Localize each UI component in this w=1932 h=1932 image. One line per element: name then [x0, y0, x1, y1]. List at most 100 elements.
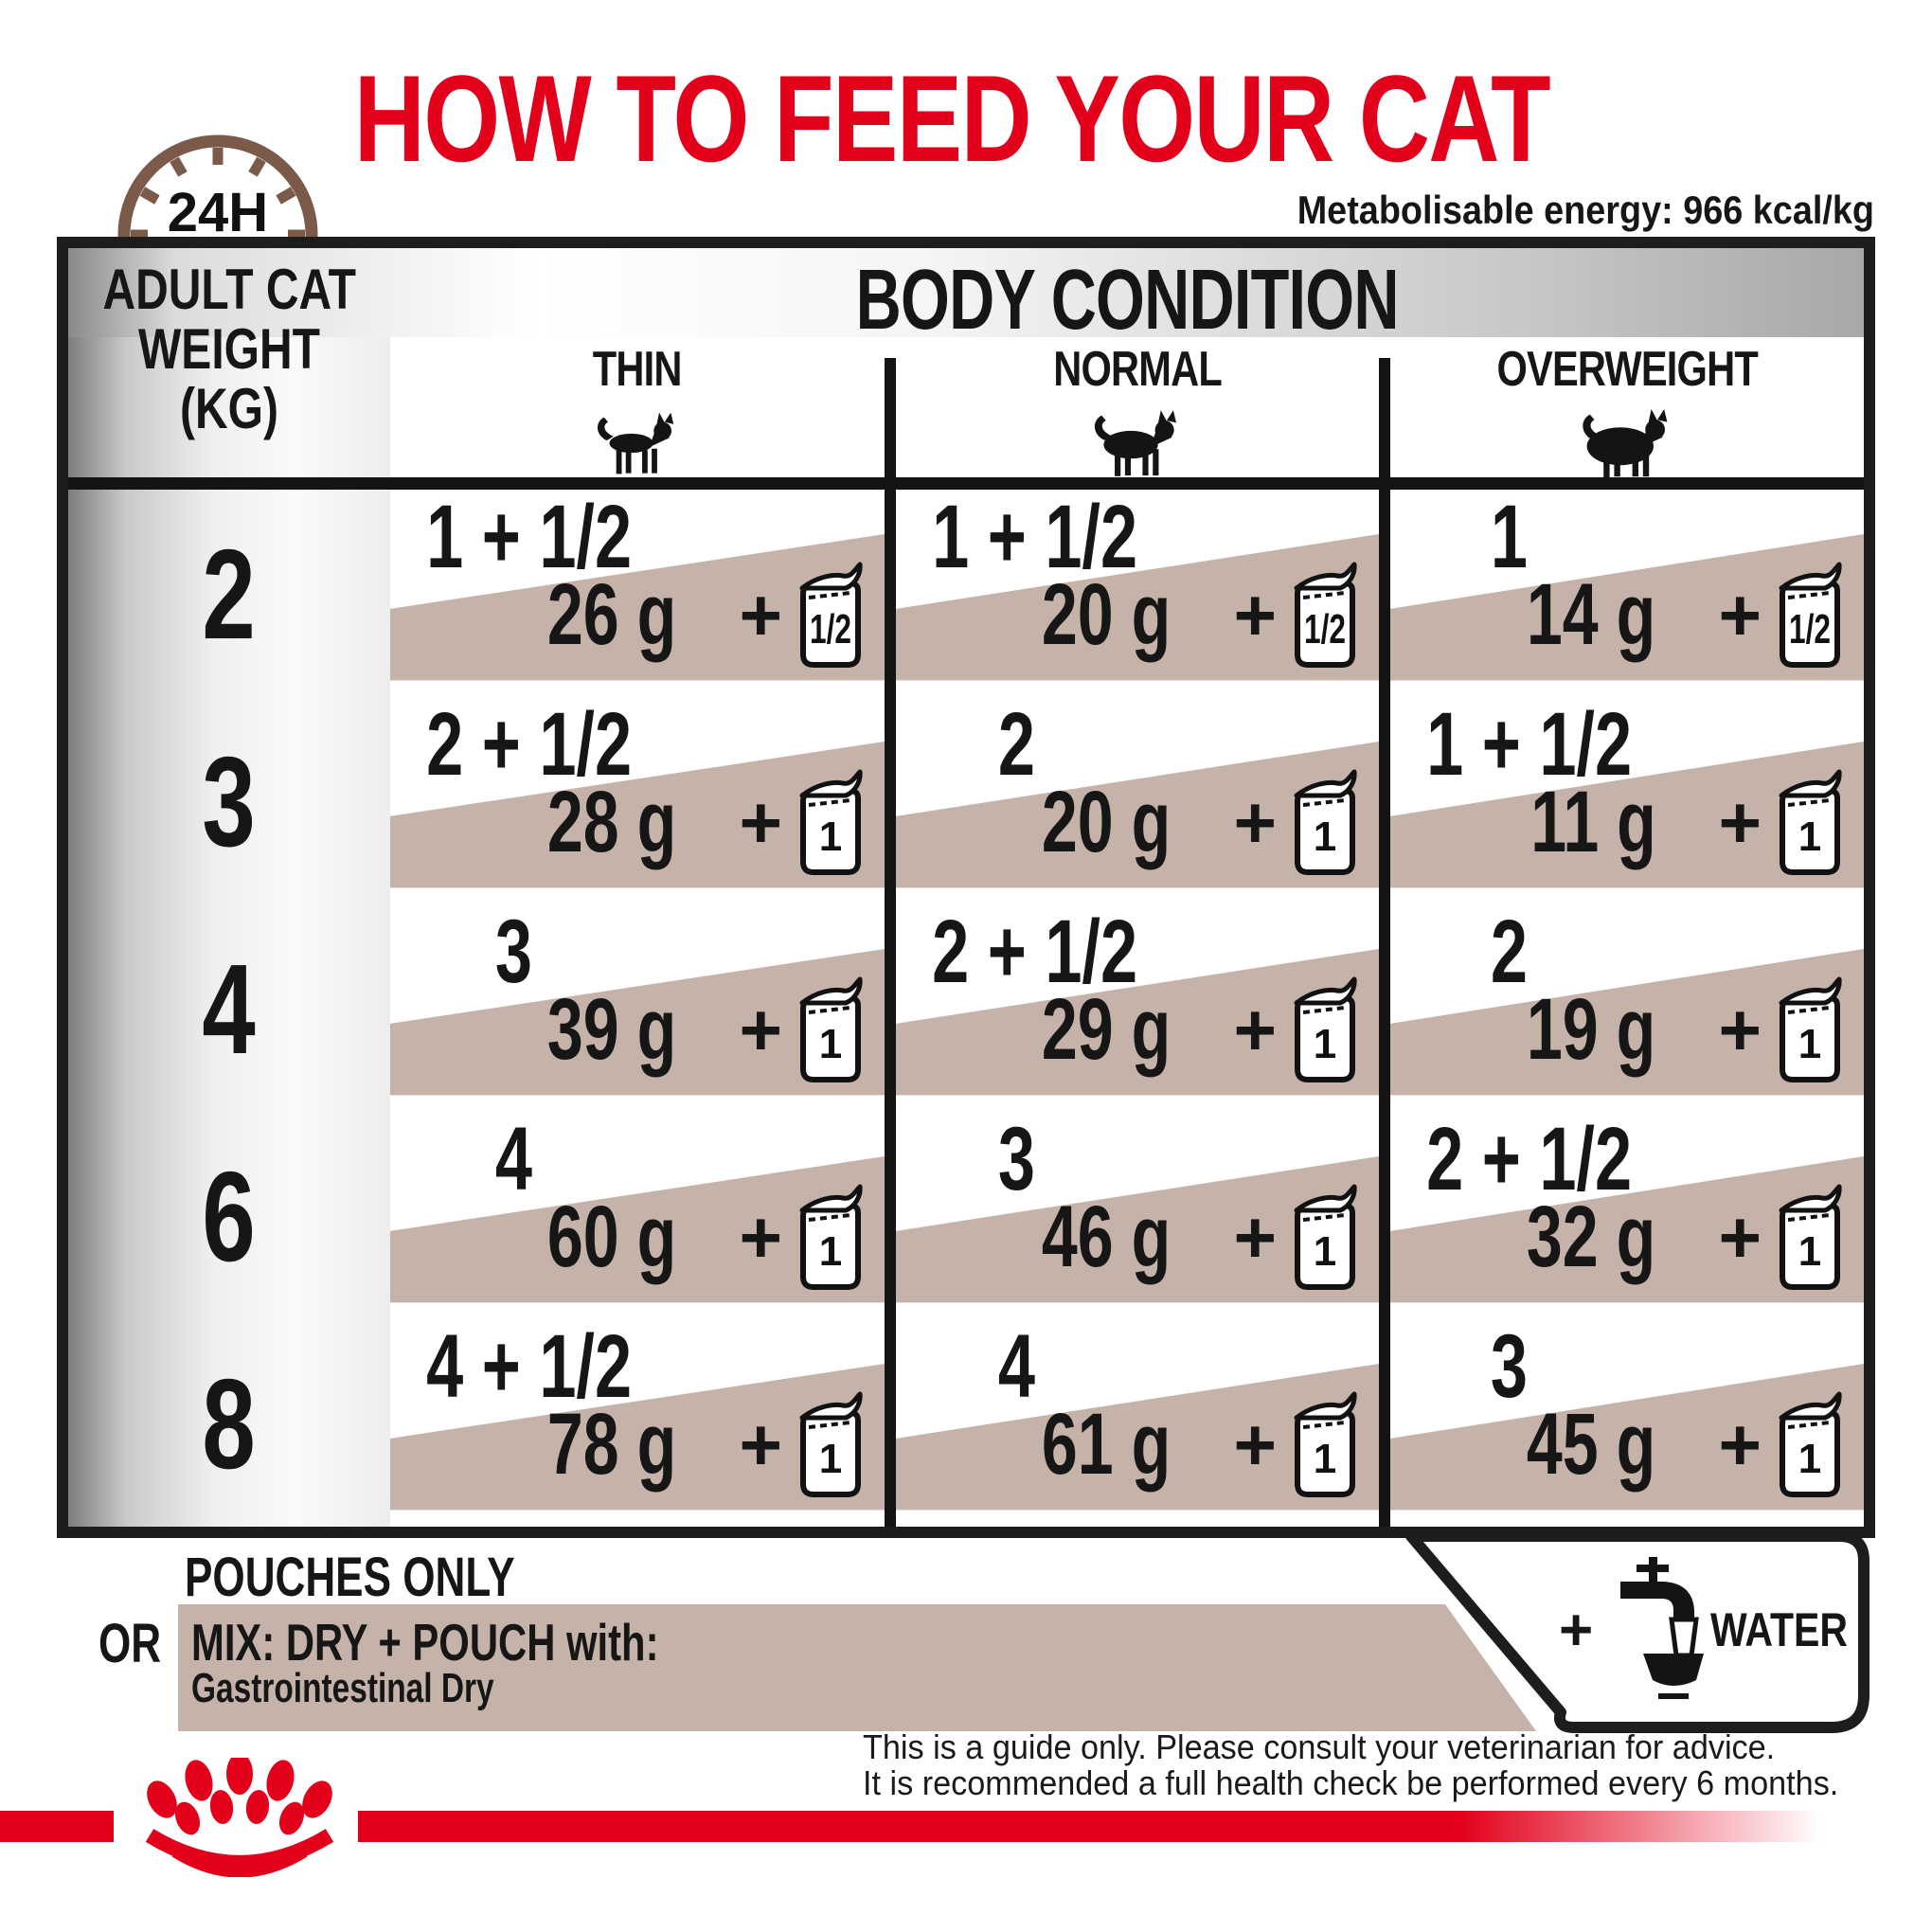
svg-text:1: 1: [819, 1021, 842, 1067]
svg-text:1: 1: [1314, 1436, 1336, 1482]
svg-text:1: 1: [1798, 814, 1821, 860]
weight-column-background: [68, 337, 390, 1527]
option-mix-label: MIX: DRY + POUCH with:: [191, 1613, 659, 1672]
energy-note: Metabolisable energy: 966 kcal/kg: [1297, 188, 1874, 232]
overweight-cat-icon: [1583, 409, 1668, 477]
weight-value: 4: [202, 938, 257, 1081]
water-box: [1360, 1513, 1883, 1741]
pouch-icon: 1/2: [1779, 562, 1842, 669]
plus-sign: +: [1233, 988, 1277, 1072]
dry-dose: 32 g + 1: [1504, 1179, 1864, 1296]
option-pouches-only: POUCHES ONLY: [185, 1547, 515, 1608]
dry-dose: 20 g + 1/2: [1019, 557, 1379, 673]
grams-value: 19 g: [1527, 981, 1656, 1079]
normal-cat-icon: [1094, 410, 1176, 476]
subheader-rule: [68, 477, 1864, 490]
plus-sign: +: [1718, 780, 1762, 865]
page-title: HOW TO FEED YOUR CAT: [353, 49, 1551, 188]
water-plus-sign: +: [1559, 1598, 1594, 1663]
pouch-icon: 1: [1779, 1391, 1842, 1498]
feeding-cell: 1 + 1/2 26 g + 1/2: [390, 491, 885, 698]
weight-header-line: WEIGHT: [137, 317, 320, 381]
pouch-icon: 1: [1294, 1184, 1357, 1291]
dry-dose: 61 g + 1: [1019, 1386, 1379, 1503]
pouch-count: 1 + 1/2: [1426, 694, 1633, 795]
feeding-cell: 1 + 1/2 11 g + 1: [1390, 698, 1864, 905]
svg-text:1: 1: [1314, 814, 1336, 860]
grams-value: 28 g: [547, 774, 677, 871]
feeding-cell: 2 + 1/2 32 g + 1: [1390, 1113, 1864, 1320]
weight-value: 3: [202, 730, 257, 873]
feeding-cell: 1 14 g + 1/2: [1390, 491, 1864, 698]
condition-label: THIN: [593, 342, 683, 397]
condition-column-normal: NORMAL: [896, 341, 1379, 481]
column-divider: [885, 358, 896, 1527]
dry-dose: 19 g + 1: [1504, 972, 1864, 1088]
pouch-icon: 1: [1779, 1184, 1842, 1291]
svg-text:1: 1: [1798, 1436, 1821, 1482]
plus-sign: +: [739, 988, 782, 1072]
plus-sign: +: [1718, 1403, 1762, 1487]
svg-text:1: 1: [819, 1228, 842, 1275]
pouch-count: 3: [494, 902, 533, 1002]
table-border-right: [1864, 237, 1875, 1538]
weight-header-line: (KG): [180, 377, 278, 440]
grams-value: 29 g: [1042, 981, 1172, 1079]
pouch-icon: 1/2: [799, 562, 863, 669]
plus-sign: +: [1233, 780, 1277, 865]
pouch-count: 2: [1490, 902, 1528, 1002]
pouch-icon: 1: [1294, 1391, 1357, 1498]
svg-text:1/2: 1/2: [1304, 606, 1346, 653]
column-divider: [1379, 358, 1390, 1527]
feeding-cell: 4 61 g + 1: [896, 1320, 1379, 1528]
svg-text:24H: 24H: [168, 182, 268, 239]
dry-dose: 26 g + 1/2: [525, 557, 885, 673]
weight-column-header: ADULT CAT WEIGHT (KG): [68, 259, 390, 438]
svg-text:1/2: 1/2: [810, 606, 851, 653]
pouch-count: 3: [997, 1109, 1036, 1209]
pouch-icon: 1: [799, 769, 863, 876]
pouch-icon: 1: [799, 1184, 863, 1291]
pouch-icon: 1: [1779, 976, 1842, 1083]
weight-value: 6: [202, 1145, 257, 1288]
plus-sign: +: [739, 573, 782, 657]
water-faucet-icon: [1610, 1555, 1707, 1707]
feeding-cell: 2 + 1/2 28 g + 1: [390, 698, 885, 905]
dry-dose: 78 g + 1: [525, 1386, 885, 1503]
brand-stripe-left: [0, 1811, 114, 1842]
svg-text:1: 1: [1314, 1021, 1336, 1067]
pouch-icon: 1/2: [1294, 562, 1357, 669]
feeding-cell: 4 60 g + 1: [390, 1113, 885, 1320]
thin-cat-icon: [597, 412, 674, 474]
feeding-cell: 2 19 g + 1: [1390, 905, 1864, 1113]
pouch-icon: 1: [799, 976, 863, 1083]
weight-header-line: ADULT CAT: [102, 258, 356, 321]
pouch-count: 1 + 1/2: [426, 487, 633, 587]
royal-canin-paw-logo: [121, 1753, 358, 1878]
dry-dose: 11 g + 1: [1509, 764, 1864, 881]
pouch-count: 4 + 1/2: [426, 1316, 633, 1417]
dry-dose: 46 g + 1: [1019, 1179, 1379, 1296]
brand-stripe-right: [358, 1811, 1932, 1842]
grams-value: 20 g: [1042, 566, 1172, 664]
feeding-cell: 4 + 1/2 78 g + 1: [390, 1320, 885, 1528]
feeding-cell: 2 + 1/2 29 g + 1: [896, 905, 1379, 1113]
dry-dose: 29 g + 1: [1019, 972, 1379, 1088]
pouch-count: 2: [997, 694, 1036, 795]
dry-dose: 60 g + 1: [525, 1179, 885, 1296]
body-condition-header-band: [68, 248, 1864, 337]
pouch-count: 1: [1490, 487, 1528, 587]
grams-value: 26 g: [547, 566, 677, 664]
plus-sign: +: [739, 1195, 782, 1279]
water-label: WATER: [1710, 1603, 1849, 1656]
pouch-icon: 1: [1779, 769, 1842, 876]
table-border-left: [57, 237, 68, 1538]
weight-value: 2: [202, 523, 257, 666]
dry-dose: 14 g + 1/2: [1504, 557, 1864, 673]
pouch-count: 2 + 1/2: [932, 902, 1138, 1002]
condition-column-overweight: OVERWEIGHT: [1390, 341, 1864, 481]
pouch-count: 4: [494, 1109, 533, 1209]
dry-dose: 39 g + 1: [525, 972, 885, 1088]
option-mix-product: Gastrointestinal Dry: [191, 1665, 494, 1711]
condition-label: NORMAL: [1053, 342, 1223, 397]
